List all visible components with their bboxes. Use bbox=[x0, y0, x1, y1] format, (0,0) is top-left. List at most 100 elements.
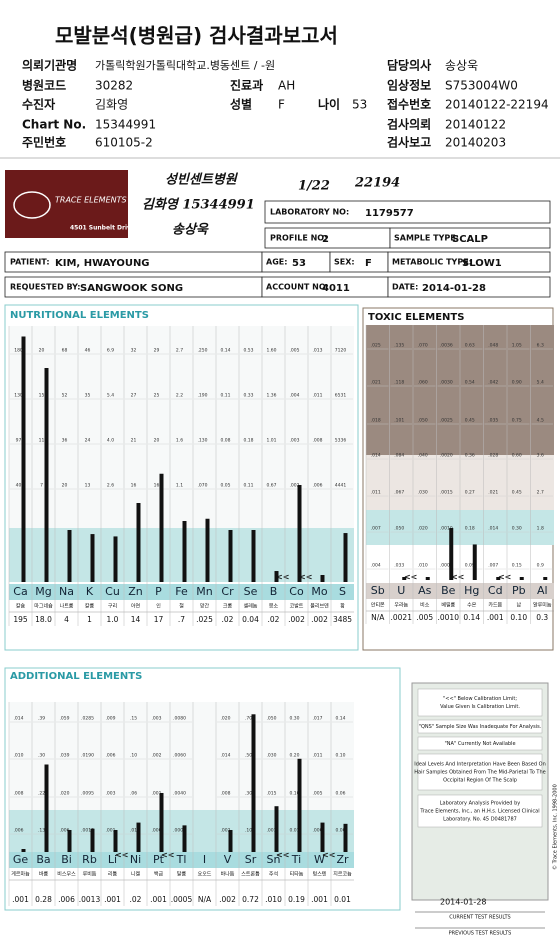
field-label: PATIENT: bbox=[10, 258, 50, 267]
tick-label: 0.45 bbox=[512, 490, 522, 496]
value-label: 1 bbox=[87, 615, 92, 624]
tick-label: .070 bbox=[197, 483, 207, 489]
element-symbol: Hg bbox=[464, 584, 479, 597]
tick-label: .004 bbox=[371, 563, 381, 569]
tick-label: .020 bbox=[220, 716, 230, 722]
value-label: .025 bbox=[196, 615, 213, 624]
tick-label: 35 bbox=[85, 393, 91, 399]
previous-label: PREVIOUS TEST RESULTS bbox=[449, 931, 512, 937]
tick-label: .0025 bbox=[440, 418, 453, 424]
tick-label: 1.05 bbox=[512, 343, 522, 349]
element-symbol: Ti bbox=[291, 853, 301, 866]
value-label: 14 bbox=[131, 615, 141, 624]
tick-label: 4441 bbox=[335, 483, 347, 489]
tick-label: .0015 bbox=[440, 490, 453, 496]
element-name: 납 bbox=[516, 602, 521, 609]
bar bbox=[343, 533, 348, 582]
element-symbol: V bbox=[224, 853, 232, 866]
field-label: 주민번호 bbox=[22, 135, 66, 150]
logo-address: 4501 Sunbelt Drive bbox=[70, 225, 135, 232]
tick-label: 0.20 bbox=[289, 753, 299, 759]
tick-label: 0.11 bbox=[243, 483, 253, 489]
tick-label: .130 bbox=[197, 438, 207, 444]
field-value: 김화영 bbox=[95, 98, 128, 112]
element-name: 니켈 bbox=[131, 871, 141, 878]
handwriting: 송상욱 bbox=[172, 222, 209, 238]
element-symbol: Cr bbox=[221, 585, 234, 598]
element-symbol: Li bbox=[108, 853, 117, 866]
value-label: 17 bbox=[154, 615, 164, 624]
tick-label: 0.06 bbox=[335, 791, 345, 797]
value-label: .0021 bbox=[391, 613, 413, 622]
report-date: 2014-01-28 bbox=[440, 898, 487, 907]
notes-box bbox=[411, 682, 549, 901]
element-symbol: S bbox=[339, 585, 346, 598]
tick-label: .0005 bbox=[440, 563, 453, 569]
element-symbol: Ge bbox=[13, 853, 29, 866]
tick-label: .0285 bbox=[81, 716, 94, 722]
element-symbol: Pb bbox=[512, 584, 526, 597]
element-name: 게르마늄 bbox=[11, 871, 30, 878]
field-value: 610105-2 bbox=[95, 136, 153, 150]
tick-label: 5.4 bbox=[107, 393, 114, 399]
note-box bbox=[417, 688, 543, 717]
tick-label: .033 bbox=[394, 563, 404, 569]
value-label: .02 bbox=[222, 615, 234, 624]
tick-label: .030 bbox=[418, 490, 428, 496]
field-value: AH bbox=[278, 79, 295, 93]
field-value: S753004W0 bbox=[445, 79, 518, 93]
tick-label: .101 bbox=[394, 418, 404, 424]
field-label: 접수번호 bbox=[387, 97, 431, 112]
note-line: "<<" Below Calibration Limit; bbox=[443, 696, 517, 702]
element-symbol: U bbox=[397, 584, 405, 597]
field-label: DATE: bbox=[392, 283, 418, 292]
field-label: 수진자 bbox=[22, 97, 55, 112]
tick-label: .048 bbox=[488, 343, 498, 349]
tick-label: .042 bbox=[488, 380, 498, 386]
tick-label: .15 bbox=[130, 716, 137, 722]
tick-label: .003 bbox=[151, 716, 161, 722]
bar bbox=[297, 485, 302, 582]
handwriting: 1/22 bbox=[298, 179, 330, 194]
field-value: 2 bbox=[322, 234, 329, 245]
tick-label: 180 bbox=[14, 348, 23, 354]
tick-label: .10 bbox=[245, 828, 252, 834]
element-symbol: P bbox=[155, 585, 162, 598]
field-value: 15344991 bbox=[95, 118, 156, 132]
section-title: TOXIC ELEMENTS bbox=[368, 312, 464, 323]
value-label: N/A bbox=[371, 613, 385, 622]
tick-label: .10 bbox=[130, 753, 137, 759]
current-label: CURRENT TEST RESULTS bbox=[449, 915, 510, 921]
value-label: .0010 bbox=[438, 613, 460, 622]
value-label: .002 bbox=[311, 615, 328, 624]
tick-label: 0.36 bbox=[465, 453, 475, 459]
field-label: ACCOUNT NO: bbox=[266, 283, 329, 292]
bar bbox=[251, 530, 256, 582]
value-label: 18.0 bbox=[35, 615, 52, 624]
element-symbol: Mo bbox=[311, 585, 327, 598]
element-name: 칼슘 bbox=[16, 603, 26, 610]
tick-label: .0020 bbox=[440, 453, 453, 459]
tick-label: 40 bbox=[16, 483, 22, 489]
tick-label: .006 bbox=[59, 828, 69, 834]
element-symbol: Pt bbox=[153, 853, 165, 866]
tick-label: .001 bbox=[105, 828, 115, 834]
tick-label: 0.67 bbox=[266, 483, 276, 489]
tick-label: 0.10 bbox=[289, 791, 299, 797]
field-label: 임상정보 bbox=[387, 78, 431, 93]
tick-label: 52 bbox=[62, 393, 68, 399]
symbol-row bbox=[9, 852, 354, 868]
field-value: 30282 bbox=[95, 79, 133, 93]
tick-label: 0.10 bbox=[335, 753, 345, 759]
bar bbox=[44, 764, 49, 852]
tick-label: .30 bbox=[245, 791, 252, 797]
bar bbox=[113, 830, 118, 852]
tick-label: .007 bbox=[488, 563, 498, 569]
field-label: REQUESTED BY: bbox=[10, 283, 80, 292]
tick-label: .70 bbox=[245, 716, 252, 722]
element-symbol: K bbox=[86, 585, 94, 598]
bar bbox=[182, 521, 187, 582]
field-value: 20140203 bbox=[445, 136, 506, 150]
field-box bbox=[387, 251, 551, 273]
logo-text: TRACE ELEMENTS bbox=[55, 196, 127, 205]
